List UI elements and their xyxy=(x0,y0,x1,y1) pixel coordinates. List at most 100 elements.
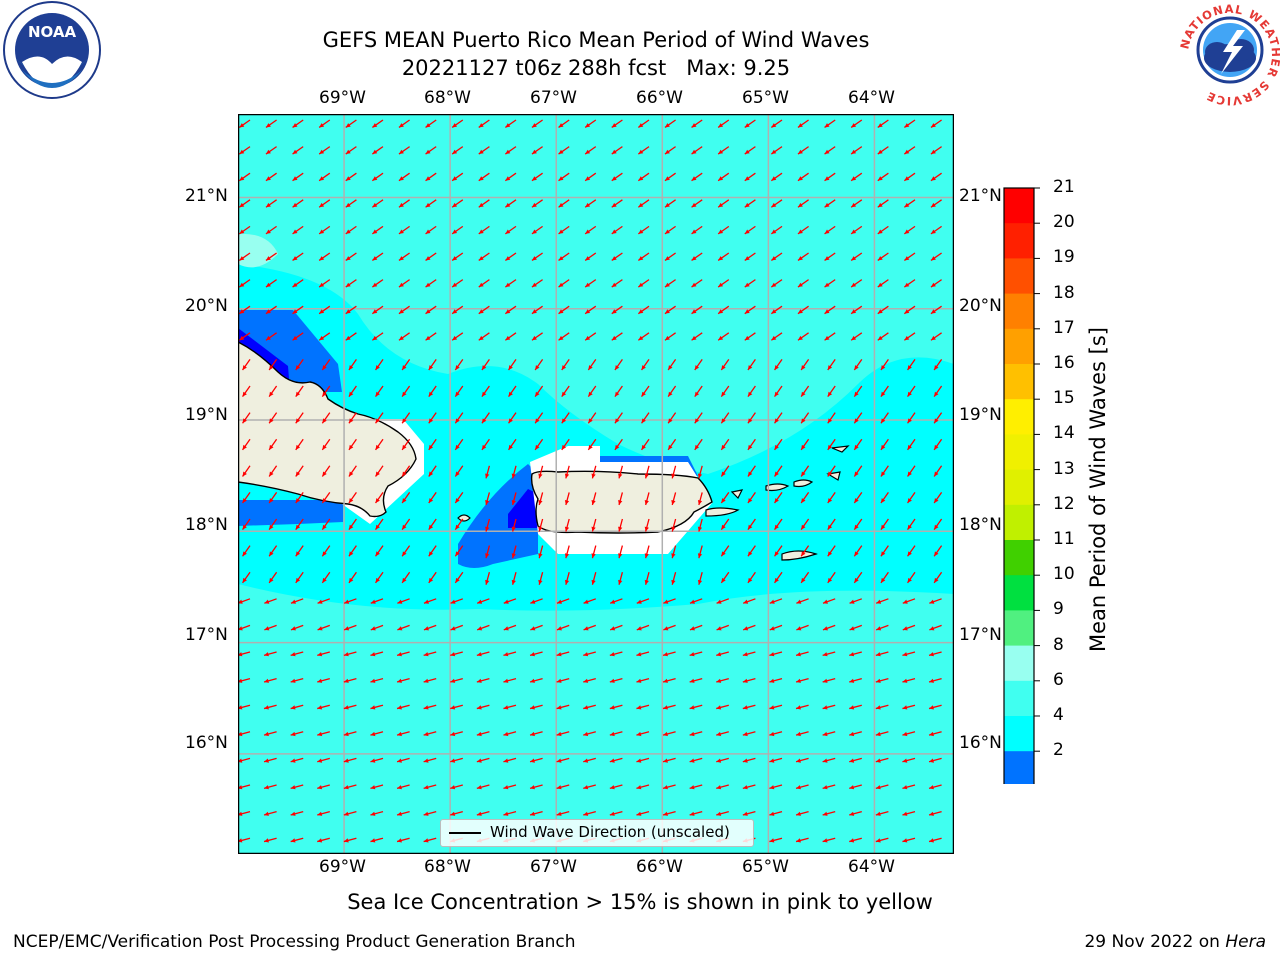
wave-direction-arrow xyxy=(902,731,916,737)
wave-direction-arrow xyxy=(930,172,942,182)
wave-direction-arrow xyxy=(504,119,517,128)
wave-direction-arrow xyxy=(345,225,357,235)
wave-direction-arrow xyxy=(476,624,490,631)
wave-direction-arrow xyxy=(504,225,517,235)
wave-direction-arrow xyxy=(396,837,410,843)
colorbar-label: Mean Period of Wind Waves [s] xyxy=(1086,327,1110,652)
wave-direction-arrow xyxy=(583,677,596,683)
wave-direction-arrow xyxy=(742,598,756,604)
wave-direction-arrow xyxy=(933,571,943,584)
wave-direction-arrow xyxy=(401,465,411,477)
wave-direction-arrow xyxy=(450,757,463,763)
wave-direction-arrow xyxy=(263,677,277,683)
wave-direction-arrow xyxy=(824,199,836,208)
wave-direction-arrow xyxy=(800,545,810,557)
wave-direction-arrow xyxy=(671,572,677,585)
wave-direction-arrow xyxy=(584,305,597,315)
wave-direction-arrow xyxy=(423,624,437,631)
wave-direction-arrow xyxy=(321,385,331,398)
wave-direction-arrow xyxy=(317,810,330,816)
wave-direction-arrow xyxy=(263,784,277,790)
wave-direction-arrow xyxy=(644,572,650,585)
wave-direction-arrow xyxy=(717,332,730,341)
wave-direction-arrow xyxy=(476,757,490,763)
lon-label-bottom: 64°W xyxy=(848,857,895,877)
wave-direction-arrow xyxy=(822,704,836,710)
lon-label-bottom: 67°W xyxy=(530,857,577,877)
wave-direction-arrow xyxy=(317,731,330,737)
wave-direction-arrow xyxy=(742,757,756,763)
wave-direction-arrow xyxy=(849,677,862,683)
lat-label-left: 16°N xyxy=(185,733,228,753)
wave-direction-arrow xyxy=(720,412,730,424)
wave-direction-arrow xyxy=(511,465,517,479)
wave-direction-arrow xyxy=(450,677,463,683)
sea-ice-caption: Sea Ice Concentration > 15% is shown in … xyxy=(347,890,933,914)
wave-direction-arrow xyxy=(797,119,809,128)
wave-direction-arrow xyxy=(903,225,916,235)
wave-direction-arrow xyxy=(800,359,810,371)
island-anegada xyxy=(831,445,850,453)
wave-direction-arrow xyxy=(849,784,862,790)
wave-direction-arrow xyxy=(902,677,916,683)
wave-direction-arrow xyxy=(238,146,251,155)
wave-direction-arrow xyxy=(508,438,517,451)
wave-direction-arrow xyxy=(742,784,756,790)
wave-direction-arrow xyxy=(265,305,277,315)
wave-direction-arrow xyxy=(902,624,916,631)
wave-direction-arrow xyxy=(375,359,384,371)
wave-direction-arrow xyxy=(902,810,916,816)
wave-direction-arrow xyxy=(348,492,357,504)
wave-direction-arrow xyxy=(662,810,676,816)
wave-direction-arrow xyxy=(371,225,384,235)
wave-direction-arrow xyxy=(375,465,384,477)
wave-direction-arrow xyxy=(290,784,304,790)
wave-direction-arrow xyxy=(454,545,464,557)
wave-direction-arrow xyxy=(584,225,597,235)
wave-direction-arrow xyxy=(476,598,490,604)
wave-direction-arrow xyxy=(295,465,304,477)
wave-direction-arrow xyxy=(907,518,916,531)
wave-direction-arrow xyxy=(396,677,410,683)
map-frame xyxy=(238,114,954,854)
wave-direction-arrow xyxy=(242,385,251,398)
wave-direction-arrow xyxy=(637,332,650,341)
wave-direction-arrow xyxy=(609,784,623,790)
wave-direction-arrow xyxy=(584,119,597,128)
wave-direction-arrow xyxy=(370,598,384,604)
wave-direction-arrow xyxy=(295,571,304,584)
wave-direction-arrow xyxy=(797,225,809,235)
wind-wave-arrows xyxy=(238,119,943,843)
wave-direction-arrow xyxy=(371,332,384,341)
wave-direction-arrow xyxy=(933,465,943,477)
wave-direction-arrow xyxy=(529,784,543,790)
wave-direction-arrow xyxy=(370,757,384,763)
legend-label: Wind Wave Direction (unscaled) xyxy=(490,823,730,841)
wave-direction-arrow xyxy=(800,571,810,584)
wave-direction-arrow xyxy=(641,438,650,451)
wave-direction-arrow xyxy=(933,492,943,504)
wave-direction-arrow xyxy=(716,784,729,790)
lon-label-bottom: 66°W xyxy=(636,857,683,877)
wave-direction-arrow xyxy=(880,438,889,451)
wave-direction-arrow xyxy=(796,624,809,631)
wave-direction-arrow xyxy=(345,332,357,341)
wave-direction-arrow xyxy=(822,731,836,737)
wave-direction-arrow xyxy=(454,571,464,584)
wave-direction-arrow xyxy=(636,651,650,657)
wave-direction-arrow xyxy=(614,412,623,424)
wave-direction-arrow xyxy=(930,119,942,128)
shortest-period-zone-mona xyxy=(508,489,538,528)
wave-direction-arrow xyxy=(720,571,730,584)
wave-direction-arrow xyxy=(663,624,676,631)
wave-direction-arrow xyxy=(538,545,544,559)
wave-direction-arrow xyxy=(503,677,517,683)
wave-direction-arrow xyxy=(503,731,517,737)
wave-direction-arrow xyxy=(478,146,490,155)
wave-direction-arrow xyxy=(827,385,836,398)
wave-direction-arrow xyxy=(450,704,463,710)
wave-direction-arrow xyxy=(744,172,756,182)
wave-direction-arrow xyxy=(318,119,331,128)
wave-direction-arrow xyxy=(769,810,783,816)
wave-direction-arrow xyxy=(877,146,889,155)
